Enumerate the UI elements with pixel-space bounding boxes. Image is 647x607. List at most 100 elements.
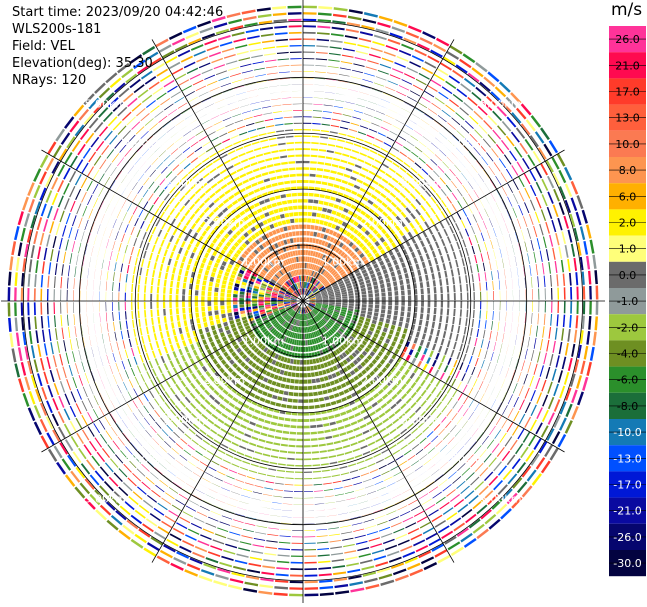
- ray-gate-cell: [187, 444, 195, 451]
- ray-gate-cell: [307, 313, 310, 320]
- ray-gate-cell: [467, 256, 471, 265]
- ray-gate-cell: [311, 264, 315, 270]
- ray-gate-cell: [310, 345, 314, 352]
- ray-gate-cell: [373, 34, 387, 41]
- ray-gate-cell: [440, 188, 447, 197]
- ray-gate-cell: [502, 469, 513, 481]
- ray-gate-cell: [282, 336, 287, 342]
- ray-gate-cell: [428, 227, 434, 235]
- ray-gate-cell: [383, 504, 394, 509]
- ray-gate-cell: [376, 362, 383, 369]
- ray-gate-cell: [381, 228, 387, 235]
- ray-gate-cell: [140, 220, 145, 229]
- ray-gate-cell: [364, 347, 370, 353]
- ray-gate-cell: [576, 301, 579, 314]
- ray-gate-cell: [500, 212, 505, 223]
- ray-gate-cell: [178, 231, 184, 239]
- ray-gate-cell: [549, 234, 554, 247]
- ray-gate-cell: [324, 332, 330, 339]
- ray-gate-cell: [194, 197, 201, 205]
- ray-gate-cell: [332, 434, 340, 438]
- ray-gate-cell: [254, 364, 261, 371]
- ray-gate-cell: [388, 413, 396, 420]
- ray-gate-cell: [314, 306, 321, 310]
- ray-gate-cell: [344, 491, 355, 494]
- ray-gate-cell: [335, 211, 342, 217]
- ray-gate-cell: [215, 233, 222, 240]
- ray-gate-cell: [439, 221, 445, 229]
- ray-gate-cell: [159, 211, 165, 219]
- ray-gate-cell: [143, 547, 157, 557]
- ray-gate-cell: [249, 352, 255, 358]
- ray-gate-cell: [314, 404, 320, 409]
- ray-gate-cell: [493, 291, 495, 301]
- ray-gate-cell: [304, 529, 316, 531]
- ray-gate-cell: [496, 189, 502, 199]
- ray-gate-cell: [340, 411, 347, 416]
- ray-gate-cell: [299, 379, 303, 384]
- ray-gate-cell: [114, 331, 117, 341]
- ray-gate-cell: [228, 447, 237, 453]
- ray-gate-cell: [348, 241, 354, 248]
- ray-gate-cell: [303, 373, 307, 378]
- ray-gate-cell: [371, 88, 382, 93]
- ray-gate-cell: [474, 234, 479, 244]
- ray-gate-cell: [377, 132, 386, 137]
- ray-gate-cell: [306, 313, 309, 320]
- ray-gate-cell: [411, 113, 421, 119]
- ray-gate-cell: [291, 311, 296, 317]
- ray-gate-cell: [266, 263, 273, 269]
- ray-gate-cell: [348, 301, 354, 304]
- ray-gate-cell: [20, 287, 24, 301]
- ray-gate-cell: [150, 277, 154, 286]
- ray-gate-cell: [471, 245, 475, 255]
- ray-gate-cell: [467, 96, 478, 107]
- ray-gate-cell: [311, 277, 315, 284]
- ray-gate-cell: [324, 162, 332, 166]
- ray-gate-cell: [21, 317, 25, 331]
- ray-gate-cell: [218, 394, 225, 400]
- ray-gate-cell: [169, 235, 174, 243]
- ray-gate-cell: [208, 516, 219, 522]
- ray-gate-cell: [478, 211, 483, 220]
- ray-gate-cell: [341, 438, 349, 443]
- ray-gate-cell: [252, 354, 258, 361]
- ray-gate-cell: [198, 167, 206, 174]
- ray-gate-cell: [386, 262, 392, 268]
- ray-gate-cell: [100, 213, 105, 224]
- ray-gate-cell: [377, 244, 383, 251]
- ray-gate-cell: [95, 334, 98, 345]
- ray-gate-cell: [484, 183, 491, 192]
- ray-gate-cell: [382, 538, 395, 545]
- ray-gate-cell: [67, 454, 77, 467]
- ray-gate-cell: [252, 308, 259, 312]
- ray-gate-cell: [446, 386, 452, 394]
- ray-gate-cell: [507, 407, 514, 419]
- ray-gate-cell: [296, 359, 300, 365]
- ray-gate-cell: [489, 261, 492, 271]
- ray-gate-cell: [305, 288, 308, 295]
- ray-gate-cell: [401, 130, 410, 136]
- ray-gate-cell: [518, 347, 522, 358]
- ray-gate-cell: [210, 545, 223, 551]
- ray-gate-cell: [232, 176, 240, 182]
- ray-gate-cell: [213, 197, 220, 204]
- ray-gate-cell: [318, 284, 324, 290]
- ray-gate-cell: [236, 259, 243, 265]
- ray-gate-cell: [371, 237, 377, 243]
- ray-gate-cell: [184, 466, 193, 472]
- ray-gate-cell: [219, 561, 233, 568]
- ray-gate-cell: [327, 266, 333, 272]
- ray-gate-cell: [131, 283, 134, 293]
- ray-gate-cell: [310, 311, 316, 317]
- ray-gate-cell: [239, 386, 246, 392]
- ray-gate-cell: [304, 549, 317, 551]
- ray-gate-cell: [284, 329, 289, 336]
- ray-gate-cell: [379, 317, 384, 323]
- ray-gate-cell: [409, 568, 424, 577]
- ray-gate-cell: [378, 15, 393, 22]
- ray-gate-cell: [461, 258, 465, 267]
- ray-gate-cell: [528, 213, 534, 226]
- ray-gate-cell: [258, 375, 265, 381]
- ray-gate-cell: [321, 318, 327, 324]
